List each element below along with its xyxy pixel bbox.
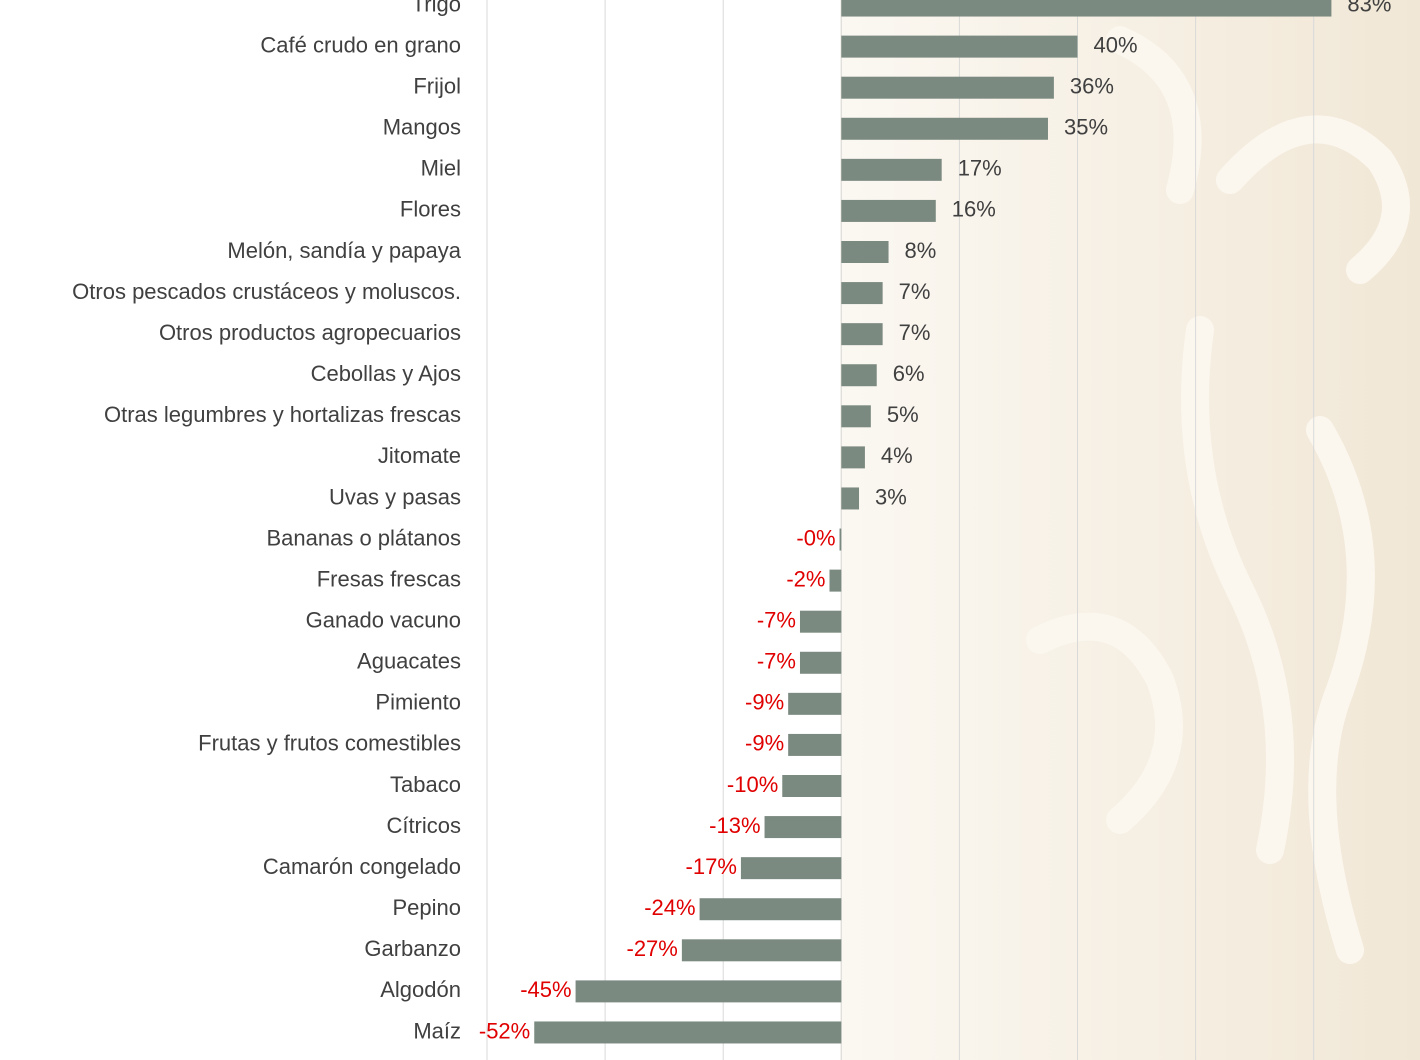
bar — [764, 816, 842, 839]
y-tick-label: Pepino — [392, 895, 461, 920]
y-tick-label: Café crudo en grano — [260, 32, 461, 57]
y-tick-label: Tabaco — [390, 772, 461, 797]
y-tick-label: Algodón — [380, 977, 461, 1002]
data-label: -0% — [796, 525, 835, 550]
y-tick-label: Frijol — [413, 74, 461, 99]
bar — [829, 569, 842, 592]
bar — [841, 446, 865, 469]
y-tick-label: Garbanzo — [364, 936, 461, 961]
data-label: -45% — [520, 977, 571, 1002]
data-label: 4% — [881, 443, 913, 468]
y-tick-label: Pimiento — [375, 690, 461, 715]
y-tick-label: Cítricos — [386, 813, 461, 838]
data-label: 3% — [875, 484, 907, 509]
y-tick-label: Cebollas y Ajos — [311, 361, 461, 386]
bar — [839, 528, 842, 551]
y-tick-label: Uvas y pasas — [329, 484, 461, 509]
bar — [841, 323, 883, 346]
data-label: 40% — [1094, 32, 1138, 57]
bar — [799, 610, 842, 633]
bar — [841, 282, 883, 305]
bar — [575, 980, 842, 1003]
data-label: 36% — [1070, 74, 1114, 99]
bar — [534, 1021, 842, 1044]
y-tick-label: Miel — [421, 156, 461, 181]
bar — [841, 199, 936, 222]
bar — [841, 241, 889, 263]
bar — [699, 898, 842, 921]
bar — [841, 117, 1048, 140]
y-tick-label: Camarón congelado — [263, 854, 461, 879]
data-label: 6% — [893, 361, 925, 386]
data-label: 17% — [958, 156, 1002, 181]
bar — [788, 692, 842, 715]
data-label: 5% — [887, 402, 919, 427]
bar — [841, 158, 942, 181]
data-label: -13% — [709, 813, 760, 838]
y-tick-label: Otros productos agropecuarios — [159, 320, 461, 345]
y-tick-label: Ganado vacuno — [306, 608, 461, 633]
data-label: -52% — [479, 1018, 530, 1043]
bar — [841, 364, 877, 387]
bar — [841, 0, 1332, 17]
y-tick-label: Aguacates — [357, 649, 461, 674]
y-tick-label: Melón, sandía y papaya — [227, 238, 461, 263]
data-label: 83% — [1347, 0, 1391, 16]
bar — [841, 76, 1054, 99]
data-label: -7% — [757, 608, 796, 633]
data-label: 7% — [899, 279, 931, 304]
y-tick-label: Trigo — [412, 0, 461, 16]
bar — [841, 405, 871, 428]
data-label: -27% — [627, 936, 678, 961]
bar — [788, 733, 842, 756]
data-label: 7% — [899, 320, 931, 345]
y-tick-label: Flores — [400, 197, 461, 222]
data-label: 35% — [1064, 115, 1108, 140]
data-label: -10% — [727, 772, 778, 797]
data-label: 16% — [952, 197, 996, 222]
data-label: 8% — [905, 238, 937, 263]
y-tick-label: Frutas y frutos comestibles — [198, 731, 461, 756]
y-tick-label: Otros pescados crustáceos y moluscos. — [72, 279, 461, 304]
data-label: -7% — [757, 649, 796, 674]
y-tick-label: Mangos — [383, 115, 461, 140]
bar — [681, 939, 842, 962]
bar — [740, 857, 842, 880]
data-label: -2% — [786, 566, 825, 591]
data-label: -24% — [644, 895, 695, 920]
y-tick-label: Jitomate — [378, 443, 461, 468]
data-label: -9% — [745, 731, 784, 756]
y-tick-label: Maíz — [413, 1018, 461, 1043]
data-label: -9% — [745, 690, 784, 715]
bar — [841, 35, 1078, 58]
y-tick-label: Fresas frescas — [317, 566, 461, 591]
data-label: -17% — [686, 854, 737, 879]
bar — [782, 775, 842, 797]
bar — [799, 651, 842, 674]
bar — [841, 487, 860, 510]
y-tick-label: Otras legumbres y hortalizas frescas — [104, 402, 461, 427]
y-tick-label: Bananas o plátanos — [267, 525, 462, 550]
